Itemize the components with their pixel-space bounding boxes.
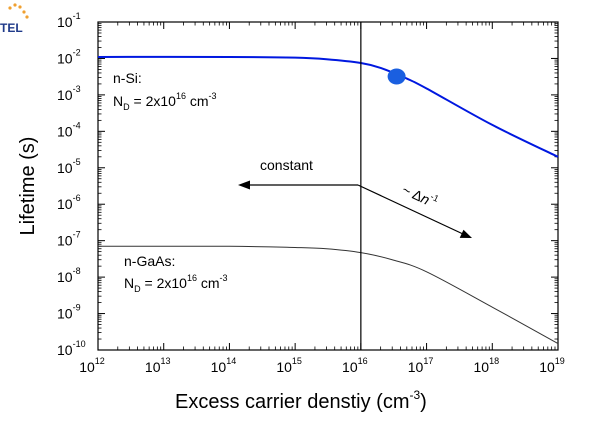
y-axis-title: Lifetime (s) (17, 137, 39, 236)
x-tick-label: 1019 (539, 356, 565, 375)
n-si-label: n-Si: (113, 70, 142, 86)
y-tick-label: 10-4 (57, 120, 81, 139)
n-si-doping-label: ND = 2x1016 cm-3 (113, 91, 217, 112)
logo: TEL (0, 3, 29, 35)
n-gaas-doping-label: ND = 2x1016 cm-3 (124, 273, 228, 294)
logo-dot (22, 10, 26, 14)
logo-dot (25, 15, 29, 19)
slope-arrow-head (459, 229, 472, 238)
plot-frame (97, 21, 559, 351)
axis-ticks (97, 21, 559, 351)
y-tick-label: 10-8 (57, 266, 81, 285)
y-tick-label: 10-1 (57, 11, 81, 30)
x-tick-label: 1012 (79, 356, 105, 375)
logo-dot (18, 5, 22, 9)
x-tick-label: 1014 (211, 356, 237, 375)
constant-arrow-head (238, 180, 250, 190)
y-tick-label: 10-6 (57, 193, 81, 212)
y-tick-labels: 10-1 10-2 10-3 10-4 10-5 10-6 10-7 10-8 10-9 10-1… (57, 11, 86, 358)
y-tick-label: 10-9 (57, 303, 81, 322)
y-tick-label: 10-5 (57, 157, 81, 176)
slope-arrow-line (357, 184, 464, 235)
x-tick-labels: 1012 1013 1014 1015 1016 1017 1018 1019 (79, 356, 565, 375)
x-tick-label: 1015 (276, 356, 302, 375)
y-tick-label: 10-10 (57, 339, 86, 358)
x-tick-label: 1018 (473, 356, 499, 375)
x-tick-label: 1013 (145, 356, 171, 375)
data-point-marker (387, 68, 406, 85)
slope-label: ~ Δn-1 (400, 179, 441, 211)
y-tick-label: 10-2 (57, 47, 81, 66)
constant-label: constant (260, 157, 313, 173)
y-tick-label: 10-7 (57, 230, 81, 249)
x-tick-label: 1017 (408, 356, 434, 375)
x-tick-label: 1016 (342, 356, 368, 375)
logo-dot (8, 6, 12, 10)
x-axis-title: Excess carrier denstiy (cm-3) (175, 388, 427, 413)
logo-dot (13, 3, 17, 7)
y-tick-label: 10-3 (57, 84, 81, 103)
series-n-si-line (97, 55, 559, 158)
n-gaas-label: n-GaAs: (124, 253, 175, 269)
series-n-gaas-line (97, 245, 559, 345)
logo-text: TEL (0, 21, 23, 35)
